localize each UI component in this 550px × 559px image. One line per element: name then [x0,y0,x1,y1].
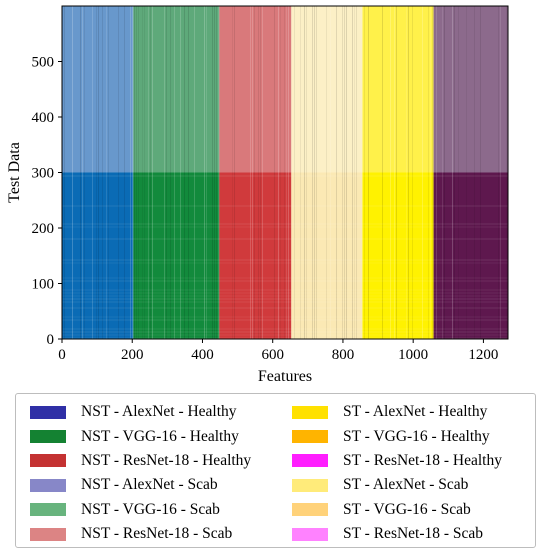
legend-label: ST - AlexNet - Scab [343,476,469,494]
legend-item: ST - AlexNet - Healthy [292,400,502,424]
x-tick-label: 400 [191,347,214,363]
legend-item: ST - ResNet-18 - Scab [292,522,502,546]
heatmap-block-upper-3 [291,6,363,173]
x-tick-label: 200 [121,347,144,363]
legend-item: ST - AlexNet - Scab [292,473,502,497]
x-tick-label: 0 [58,347,66,363]
legend-label: ST - VGG-16 - Scab [343,500,471,518]
legend-swatch [292,405,328,419]
x-tick-label: 800 [332,347,355,363]
y-tick-label: 100 [32,277,55,293]
legend-item: NST - AlexNet - Healthy [30,400,251,424]
heatmap-chart: 0 200 400 600 800 1000 1200 0 100 200 300 400 500 Fe… [6,5,509,385]
heatmap-block-lower-5 [433,172,508,339]
legend-label: ST - ResNet-18 - Healthy [343,451,502,469]
axes: 0 200 400 600 800 1000 1200 0 100 200 300 400 500 [32,5,509,363]
heatmap-block-lower-2 [219,172,292,339]
legend: NST - AlexNet - Healthy NST - VGG-16 - H… [15,393,536,548]
y-tick-label: 0 [47,332,55,348]
legend-item: NST - VGG-16 - Scab [30,498,251,522]
y-tick-label: 200 [32,221,55,237]
legend-swatch [30,527,66,541]
legend-label: NST - AlexNet - Healthy [81,403,237,421]
y-tick-label: 500 [32,55,55,71]
legend-swatch [292,454,328,468]
legend-item: NST - ResNet-18 - Healthy [30,449,251,473]
heatmap-block-lower-4 [362,172,434,339]
legend-item: ST - VGG-16 - Healthy [292,424,502,448]
legend-swatch [292,478,328,492]
heatmap-block-lower-1 [133,172,220,339]
x-tick-label: 600 [261,347,284,363]
y-tick-label: 300 [32,166,55,182]
legend-label: ST - VGG-16 - Healthy [343,427,490,445]
heatmap-texture [62,6,508,339]
legend-swatch [292,527,328,541]
heatmap-cells [62,6,508,339]
legend-swatch [30,503,66,517]
legend-column-nst: NST - AlexNet - Healthy NST - VGG-16 - H… [30,400,251,546]
legend-label: NST - ResNet-18 - Healthy [81,451,252,469]
legend-label: NST - VGG-16 - Healthy [81,427,239,445]
x-axis-label: Features [258,368,312,385]
legend-swatch [30,478,66,492]
heatmap-block-upper-5 [433,6,508,173]
heatmap-block-upper-4 [362,6,434,173]
heatmap-block-upper-1 [133,6,220,173]
y-axis-label: Test Data [6,142,23,203]
legend-swatch [30,430,66,444]
legend-column-st: ST - AlexNet - Healthy ST - VGG-16 - Hea… [292,400,502,546]
heatmap-block-lower-3 [291,172,363,339]
legend-label: NST - AlexNet - Scab [81,476,218,494]
heatmap-block-lower-0 [62,172,134,339]
legend-item: NST - ResNet-18 - Scab [30,522,251,546]
legend-label: ST - ResNet-18 - Scab [343,525,484,543]
legend-item: NST - AlexNet - Scab [30,473,251,497]
legend-label: NST - VGG-16 - Scab [81,500,220,518]
legend-swatch [292,503,328,517]
legend-item: ST - VGG-16 - Scab [292,498,502,522]
legend-label: NST - ResNet-18 - Scab [81,525,233,543]
legend-swatch [30,454,66,468]
legend-swatch [30,405,66,419]
legend-item: NST - VGG-16 - Healthy [30,424,251,448]
legend-item: ST - ResNet-18 - Healthy [292,449,502,473]
legend-label: ST - AlexNet - Healthy [343,403,488,421]
heatmap-block-upper-0 [62,6,134,173]
x-tick-label: 1200 [468,347,498,363]
y-tick-label: 400 [32,110,55,126]
x-tick-label: 1000 [398,347,428,363]
legend-swatch [292,430,328,444]
heatmap-block-upper-2 [219,6,292,173]
